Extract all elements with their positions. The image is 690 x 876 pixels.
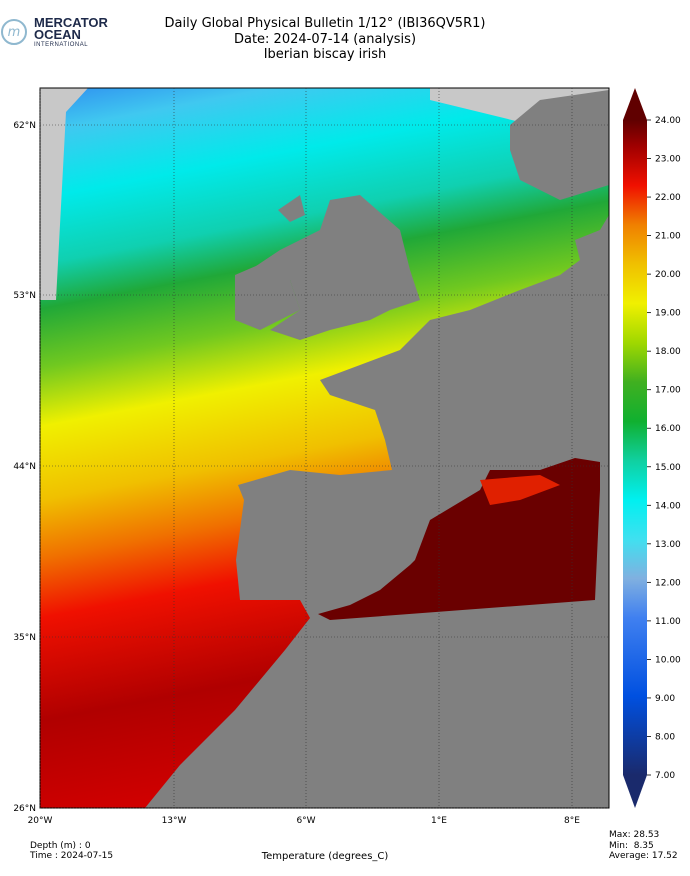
colorbar-tick-label: 16.00 [655,424,681,434]
logo-text: MERCATOR [34,15,109,30]
region: Iberian biscay irish [264,47,387,62]
logo-icon [1,19,27,45]
lon-label: 8°E [564,816,580,826]
colorbar [623,120,647,775]
lat-label: 35°N [13,633,36,643]
colorbar-tick-label: 7.00 [655,771,675,781]
max: Max: 28.53 [609,830,659,840]
logo-text: OCEAN [34,27,81,42]
colorbar-tick-label: 22.00 [655,193,681,203]
land [278,195,305,222]
lat-label: 44°N [13,462,36,472]
time: Time : 2024-07-15 [29,851,113,861]
mediterranean-warm [480,475,560,505]
colorbar-tick-label: 14.00 [655,501,681,511]
land [250,195,420,340]
land [145,215,609,808]
colorbar-tick-label: 24.00 [655,116,681,126]
lon-label: 13°W [162,816,187,826]
lon-label: 1°E [431,816,447,826]
colorbar-tick-label: 17.00 [655,386,681,396]
colorbar-tick-label: 19.00 [655,309,681,319]
colorbar-extend [623,775,647,808]
colorbar-tick-label: 15.00 [655,463,681,473]
colorbar-label: Temperature (degrees_C) [261,851,389,862]
logo: m MERCATOR OCEAN INTERNATIONAL [1,15,109,48]
colorbar-tick-label: 23.00 [655,155,681,165]
colorbar-tick-label: 20.00 [655,270,681,280]
colorbar-tick-label: 21.00 [655,232,681,242]
depth: Depth (m) : 0 [30,841,91,851]
logo-glyph: m [8,25,21,40]
min: Min: 8.35 [609,841,654,851]
land [235,260,300,330]
colorbar-tick-label: 13.00 [655,540,681,550]
colorbar-tick-label: 11.00 [655,617,681,627]
logo-text: INTERNATIONAL [34,42,88,48]
colorbar-tick-label: 18.00 [655,347,681,357]
no-data [40,88,88,300]
lat-label: 26°N [13,804,36,814]
lon-label: 6°W [296,816,315,826]
land [510,90,609,200]
mediterranean [318,458,600,620]
date: Date: 2024-07-14 (analysis) [234,32,416,47]
map [39,87,610,809]
colorbar-tick-label: 12.00 [655,578,681,588]
lat-label: 62°N [13,121,36,131]
lon-label: 20°W [28,816,53,826]
colorbar-extend [623,88,647,120]
colorbar-tick-label: 8.00 [655,732,675,742]
average: Average: 17.52 [609,851,678,861]
lat-label: 53°N [13,291,36,301]
colorbar-tick-label: 9.00 [655,694,675,704]
colorbar-tick-label: 10.00 [655,655,681,665]
title: Daily Global Physical Bulletin 1/12° (IB… [165,16,486,31]
